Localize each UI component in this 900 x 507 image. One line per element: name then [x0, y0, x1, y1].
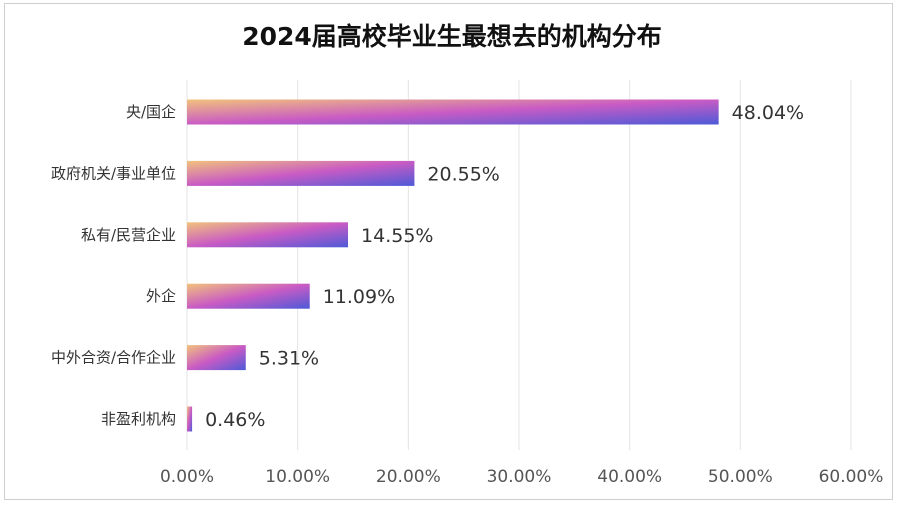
x-tick-label: 0.00% — [160, 467, 214, 487]
labels: 0.00% 10.00% 20.00% 30.00% 40.00% 50.00% 60.00… — [51, 102, 883, 487]
x-tick-label: 40.00% — [597, 467, 662, 487]
chart-title: 2024届高校毕业生最想去的机构分布 — [242, 22, 662, 51]
bar — [187, 160, 415, 186]
data-label: 20.55% — [427, 163, 499, 185]
bar — [187, 222, 349, 248]
x-tick-label: 20.00% — [376, 467, 441, 487]
bar — [187, 406, 193, 432]
x-tick-label: 10.00% — [265, 467, 330, 487]
category-label: 央/国企 — [126, 103, 176, 121]
data-label: 48.04% — [732, 102, 804, 124]
x-tick-label: 30.00% — [487, 467, 552, 487]
data-label: 0.46% — [205, 409, 265, 431]
chart-frame — [4, 3, 893, 500]
data-label: 5.31% — [259, 348, 319, 370]
category-label: 政府机关/事业单位 — [51, 164, 176, 182]
category-label: 中外合资/合作企业 — [51, 349, 176, 367]
x-tick-label: 50.00% — [708, 467, 773, 487]
category-label: 私有/民营企业 — [81, 226, 176, 244]
data-label: 11.09% — [323, 286, 395, 308]
category-label: 外企 — [146, 287, 176, 305]
data-label: 14.55% — [361, 225, 433, 247]
bar — [187, 345, 246, 371]
bars — [187, 99, 719, 432]
bar — [187, 99, 719, 125]
grid-lines — [186, 80, 852, 450]
x-tick-label: 60.00% — [819, 467, 884, 487]
bar — [187, 283, 310, 309]
category-label: 非盈利机构 — [101, 410, 176, 428]
